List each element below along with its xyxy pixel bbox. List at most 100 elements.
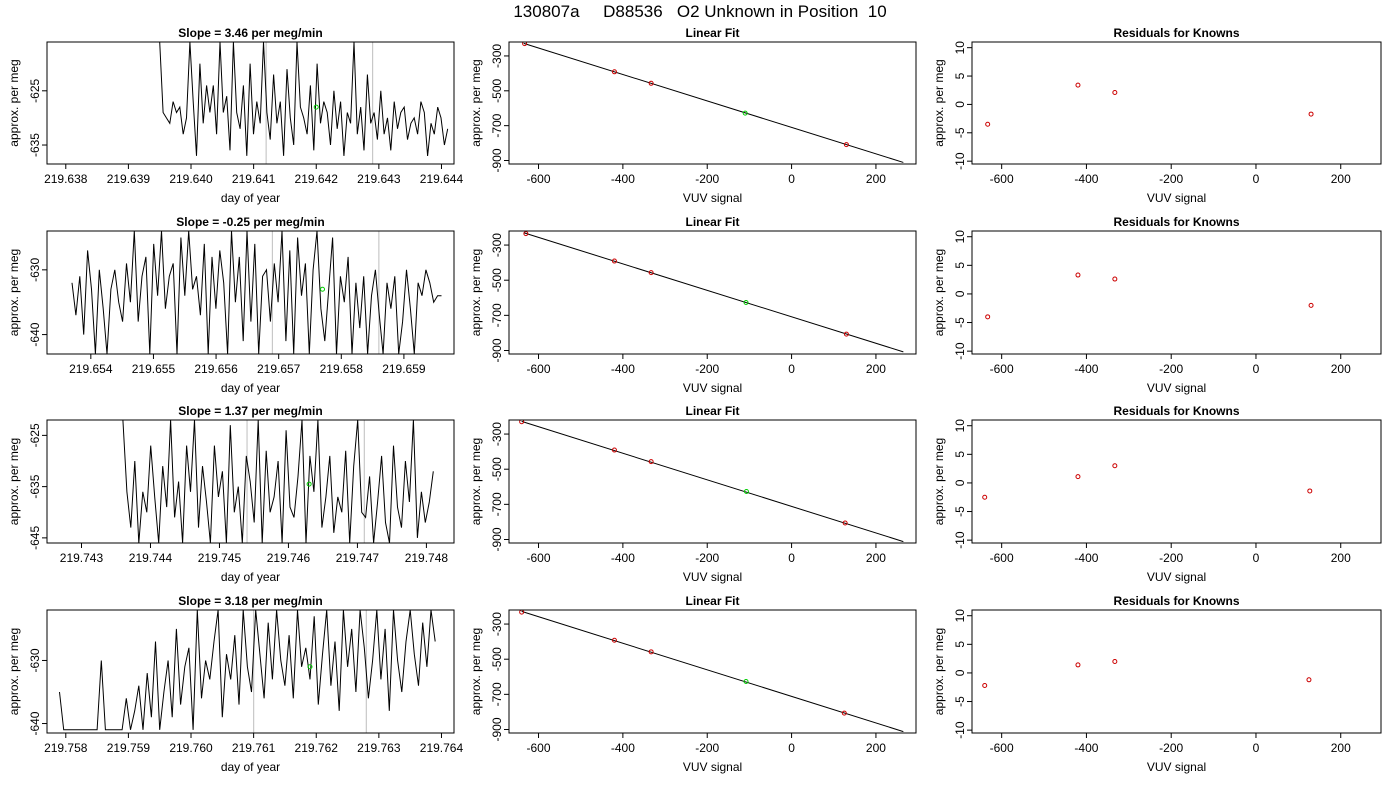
y-tick-label: 10 [953,609,967,623]
x-tick-label: -600 [990,551,1014,565]
x-tick-label: 200 [1331,741,1351,755]
panel-title: Linear Fit [685,215,739,229]
known-point [648,649,654,655]
y-axis-label: approx. per meg [469,628,483,715]
x-axis-label: VUV signal [683,191,742,205]
x-tick-label: -200 [1159,741,1183,755]
panel-title: Linear Fit [685,26,739,40]
panel-frame [46,419,455,544]
y-tick-label: -5 [953,696,967,707]
panel-title: Slope = 1.37 per meg/min [178,404,322,418]
x-tick-label: -200 [1159,551,1183,565]
y-axis-label: approx. per meg [932,59,946,146]
panel-r0-c2: Residuals for Knowns -600 -400 -200 0 200 VUV … [932,26,1382,205]
x-tick-label: -200 [1159,172,1183,186]
y-tick-label: -700 [490,303,504,327]
x-tick-label: 200 [866,741,886,755]
y-tick-label: 10 [953,419,967,433]
x-tick-label: 200 [1331,362,1351,376]
y-tick-label: -700 [490,113,504,137]
y-tick-label: -500 [490,647,504,671]
unknown-point [307,664,313,670]
plot-area [985,272,1314,320]
x-tick-label: 219.763 [357,741,401,755]
y-tick-label: -640 [28,322,42,346]
x-tick-label: -400 [611,551,635,565]
x-tick-label: 219.745 [198,551,242,565]
panel-title: Residuals for Knowns [1113,594,1239,608]
x-axis-label: day of year [221,191,280,205]
x-tick-label: 219.656 [194,362,238,376]
known-point [1112,276,1118,282]
x-tick-label: 219.641 [232,172,276,186]
y-tick-label: 0 [953,290,967,297]
x-tick-label: -200 [1159,362,1183,376]
y-tick-label: 10 [953,41,967,55]
known-point [985,121,991,127]
x-tick-label: 219.655 [132,362,176,376]
unknown-point [313,104,319,110]
x-tick-label: -400 [1074,362,1098,376]
known-point [982,683,988,689]
y-tick-label: -900 [490,527,504,551]
fit-line [523,42,904,163]
known-point [1308,302,1314,308]
y-axis-label: approx. per meg [469,438,483,525]
x-axis-label: VUV signal [683,760,742,774]
known-point [611,69,617,75]
y-tick-label: 5 [953,262,967,269]
x-axis-label: VUV signal [1147,191,1206,205]
x-tick-label: 0 [788,172,795,186]
y-tick-label: 10 [953,230,967,244]
y-tick-label: -900 [490,338,504,362]
known-point [843,142,849,148]
y-tick-label: -10 [953,342,967,360]
x-axis-label: VUV signal [683,381,742,395]
y-tick-label: -640 [28,711,42,735]
plot-area [159,42,449,164]
y-tick-label: 0 [953,101,967,108]
y-tick-label: -625 [28,78,42,102]
known-point [1308,111,1314,117]
known-point [523,231,529,237]
plot-area [523,231,904,353]
known-point [843,331,849,337]
unknown-point [743,300,749,306]
y-axis-label: approx. per meg [469,59,483,146]
y-tick-label: -300 [490,422,504,446]
panel-title: Linear Fit [685,594,739,608]
y-tick-label: -5 [953,127,967,138]
plot-area [985,82,1314,127]
x-tick-label: 200 [1331,172,1351,186]
y-axis-label: approx. per meg [469,249,483,336]
known-point [522,42,528,47]
y-tick-label: -630 [28,258,42,282]
plot-area [519,420,904,543]
known-point [648,459,654,465]
panel-r2-c0: Slope = 1.37 per meg/min 219.743 219.744 21… [7,404,455,584]
y-axis-label: approx. per meg [7,438,21,525]
plot-area [982,658,1312,689]
signal-trace [159,42,449,156]
y-tick-label: -5 [953,506,967,517]
known-point [982,494,988,500]
y-axis-label: approx. per meg [7,249,21,336]
known-point [1306,677,1312,683]
panel-frame [971,41,1382,165]
y-tick-label: -635 [28,133,42,157]
x-tick-label: -600 [527,362,551,376]
signal-trace [59,610,436,731]
y-tick-label: -625 [28,423,42,447]
x-tick-label: -600 [527,741,551,755]
y-tick-label: 5 [953,451,967,458]
known-point [985,314,991,320]
panel-r2-c2: Residuals for Knowns -600 -400 -200 0 200 VUV … [932,404,1382,584]
x-tick-label: 0 [788,741,795,755]
x-tick-label: -400 [1074,172,1098,186]
x-tick-label: -200 [695,172,719,186]
panel-frame [46,230,455,355]
known-point [842,520,848,526]
y-axis-label: approx. per meg [7,59,21,146]
fit-line [521,610,904,733]
